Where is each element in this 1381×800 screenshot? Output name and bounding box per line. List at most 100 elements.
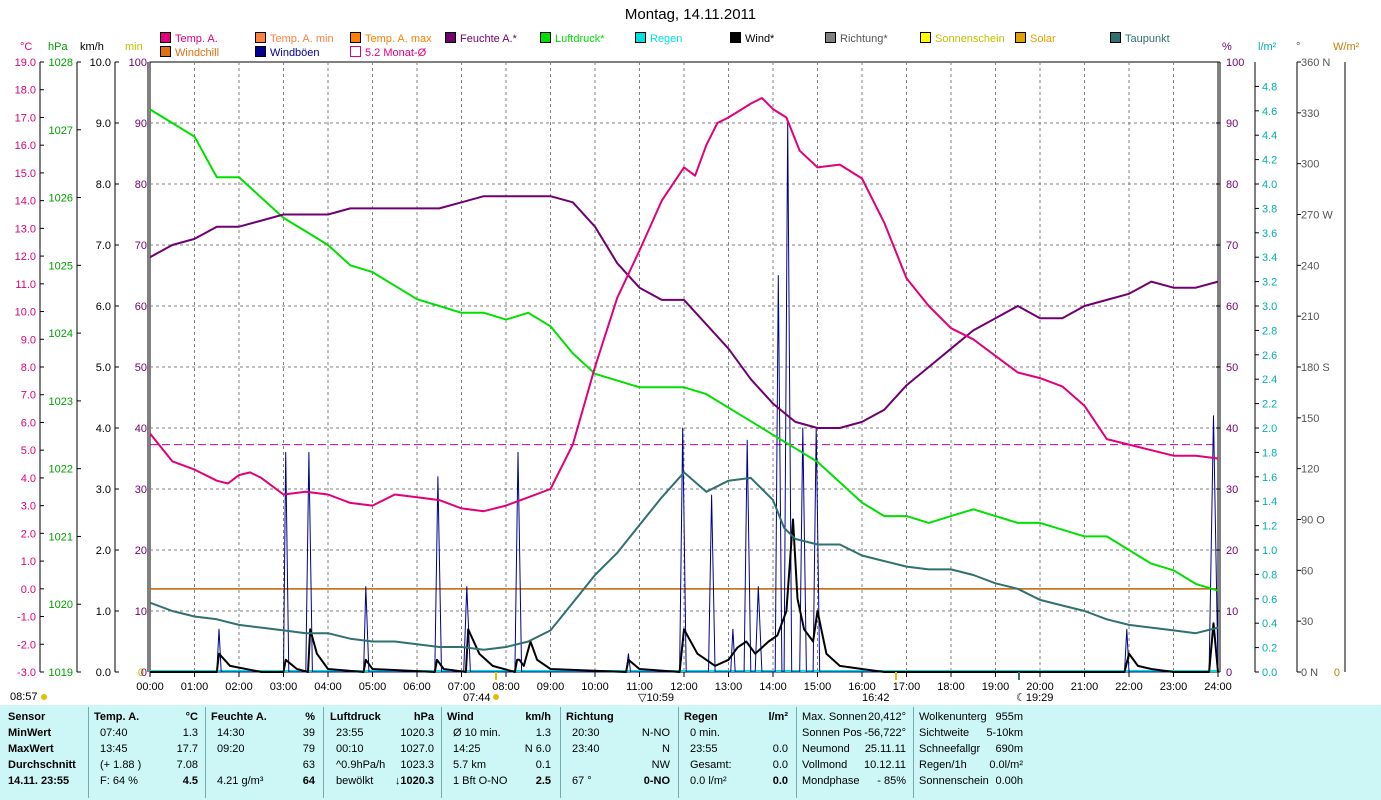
x-tick-label: 02:00 <box>225 681 253 693</box>
humidity-inner-tick-label: 80 <box>135 179 147 191</box>
wind-tick-label: 8.0 <box>96 179 111 191</box>
solar-tick-label: 0 <box>1334 667 1340 679</box>
temp-tick-label: 7.0 <box>21 390 36 402</box>
temp-tick-label: 13.0 <box>15 223 36 235</box>
x-tick-label: 23:00 <box>1160 681 1188 693</box>
rain-tick-label: 1.8 <box>1262 447 1277 459</box>
panel-cell-label: (+ 1.88 ) <box>100 759 142 771</box>
sun-row-value: 20,412° <box>867 711 906 723</box>
panel-cell-value: N 6.0 <box>524 743 551 755</box>
sun-row-value: 25.11.11 <box>864 743 906 755</box>
panel-separator <box>560 707 561 798</box>
humidity-inner-tick-label: 20 <box>135 545 147 557</box>
panel-cell-value: 63 <box>302 759 315 771</box>
misc-row-value: 5-10km <box>986 727 1023 739</box>
legend-label: Solar <box>1030 33 1056 45</box>
sun-tick-label: 0 <box>138 667 144 679</box>
panel-cell-value: 4.5 <box>182 775 198 787</box>
rain-tick-label: 0.6 <box>1262 594 1277 606</box>
legend-label: Richtung* <box>840 33 888 45</box>
humidity-tick-label: 100 <box>1226 57 1244 69</box>
panel-cell-value: 39 <box>302 727 315 739</box>
moon-time: ☾19:29 <box>1016 692 1053 704</box>
series-line-luftdruck <box>149 108 1219 592</box>
rain-tick-label: 4.6 <box>1262 106 1277 118</box>
temp-tick-label: 1.0 <box>21 556 36 568</box>
humidity-inner-tick-label: 70 <box>135 240 147 252</box>
x-tick-label: 03:00 <box>270 681 298 693</box>
rain-tick-label: 4.2 <box>1262 155 1277 167</box>
legend-item: Solar <box>1015 32 1056 45</box>
humidity-inner-tick-label: 60 <box>135 301 147 313</box>
panel-cell-value: N <box>662 743 670 755</box>
humidity-tick-label: 30 <box>1226 484 1238 496</box>
humidity-inner-tick-label: 0 <box>141 667 147 679</box>
legend-swatch <box>445 32 456 43</box>
rain-tick-label: 3.0 <box>1262 301 1277 313</box>
direction-tick-label: 210 <box>1301 311 1319 323</box>
legend-swatch <box>635 32 646 43</box>
legend-item: Richtung* <box>825 32 888 45</box>
rain-tick-label: 2.2 <box>1262 399 1277 411</box>
legend-label: Taupunkt <box>1125 33 1170 45</box>
legend-label: Sonnenschein <box>935 33 1005 45</box>
direction-tick-label: 150 <box>1301 413 1319 425</box>
x-tick-label: 18:00 <box>937 681 965 693</box>
direction-tick-label: 0 N <box>1301 667 1318 679</box>
pressure-tick-label: 1021 <box>49 531 73 543</box>
panel-separator <box>88 707 89 798</box>
humidity-inner-tick-label: 10 <box>135 606 147 618</box>
wind-tick-label: 10.0 <box>90 57 111 69</box>
rain-tick-label: 3.4 <box>1262 252 1277 264</box>
x-tick-label: 00:00 <box>136 681 164 693</box>
x-tick-label: 11:00 <box>626 681 653 693</box>
direction-tick-label: 240 <box>1301 260 1319 272</box>
panel-cell-label: 13:45 <box>100 743 128 755</box>
pressure-tick-label: 1022 <box>49 464 73 476</box>
rain-tick-label: 2.6 <box>1262 350 1277 362</box>
temp-tick-label: -1.0 <box>17 612 36 624</box>
legend-label: Temp. A. min <box>270 33 334 45</box>
legend-label: 5.2 Monat-Ø <box>365 47 427 59</box>
rain-tick-label: 3.2 <box>1262 277 1277 289</box>
temp-tick-label: 9.0 <box>21 334 36 346</box>
direction-unit: ° <box>1296 41 1300 53</box>
sensor-row-label: 14.11. 23:55 <box>8 775 70 787</box>
legend-swatch <box>920 32 931 43</box>
sensor-row-label: MinWert <box>8 727 52 739</box>
panel-cell-value: 0.0 <box>772 743 788 755</box>
panel-unit: % <box>305 711 315 723</box>
misc-row-label: Regen/1h <box>919 759 967 771</box>
misc-row-label: Schneefallgr <box>919 743 981 755</box>
misc-row-label: Sonnenschein <box>919 775 989 787</box>
legend-swatch <box>825 32 836 43</box>
wind-unit: km/h <box>80 41 104 53</box>
legend-swatch <box>730 32 741 43</box>
direction-tick-label: 30 <box>1301 616 1313 628</box>
panel-separator <box>796 707 797 798</box>
rain-tick-label: 0.8 <box>1262 569 1277 581</box>
panel-header: Luftdruck <box>330 711 381 723</box>
legend-item: Sonnenschein <box>920 32 1005 45</box>
pressure-tick-label: 1020 <box>49 599 73 611</box>
rain-tick-label: 4.4 <box>1262 130 1277 142</box>
rain-unit: l/m² <box>1258 41 1277 53</box>
panel-cell-label: ^0.9hPa/h <box>336 759 386 771</box>
legend-label: Regen <box>650 33 683 45</box>
pressure-unit: hPa <box>48 41 68 53</box>
temp-tick-label: 6.0 <box>21 417 36 429</box>
direction-tick-label: 330 <box>1301 108 1319 120</box>
temp-tick-label: 10.0 <box>15 307 36 319</box>
humidity-inner-tick-label: 50 <box>135 362 147 374</box>
panel-cell-value: 0-NO <box>643 775 670 787</box>
legend-label: Windchill <box>175 47 220 59</box>
legend-item: Temp. A. min <box>255 32 334 45</box>
x-tick-label: 20:00 <box>1026 681 1054 693</box>
x-tick-label: 07:00 <box>448 681 476 693</box>
sun-icon <box>41 694 47 700</box>
legend-swatch <box>540 32 551 43</box>
panel-cell-label: 0.0 l/m² <box>690 775 727 787</box>
legend-item: Windböen <box>255 46 320 59</box>
legend-label: Temp. A. <box>175 33 218 45</box>
series-line-windb-en <box>150 122 1219 673</box>
